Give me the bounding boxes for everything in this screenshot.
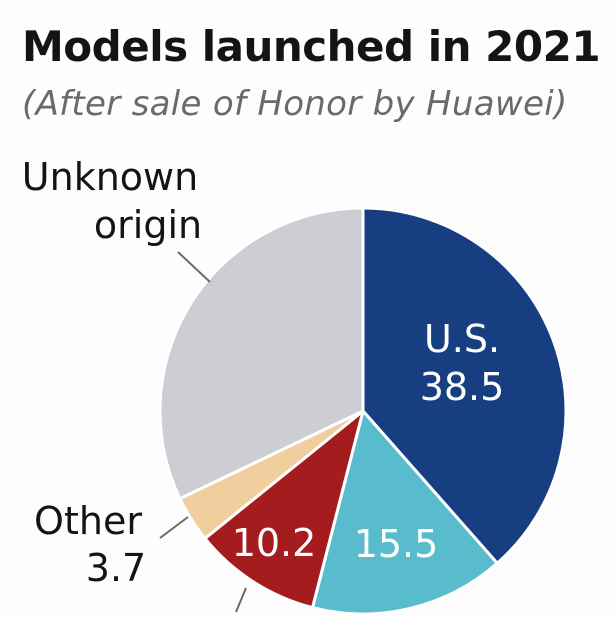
slice-label-unknown-line2: origin (94, 203, 202, 247)
slice-label-unknown-line1: Unknown (22, 155, 198, 199)
pie-slice-u-s (361, 206, 568, 565)
slice-value-other: 3.7 (86, 546, 146, 590)
slice-label-us: U.S. (424, 317, 500, 361)
pie-slice-value-15-5 (311, 409, 499, 616)
pie-slice-value-10-2 (203, 409, 365, 610)
leader-line-10-2 (235, 587, 247, 613)
slice-label-other: Other (34, 499, 142, 543)
leader-line-other (159, 516, 189, 539)
slice-value-10-2: 10.2 (232, 521, 317, 565)
leader-line-unknown (177, 251, 211, 283)
pie-slice-unknown-origin (158, 206, 365, 501)
slice-value-15-5: 15.5 (354, 522, 439, 566)
chart-title: Models launched in 2021 (22, 22, 601, 71)
pie-slices (158, 206, 568, 616)
slice-value-us: 38.5 (420, 365, 505, 409)
chart-subtitle: (After sale of Honor by Huawei) (22, 84, 568, 124)
